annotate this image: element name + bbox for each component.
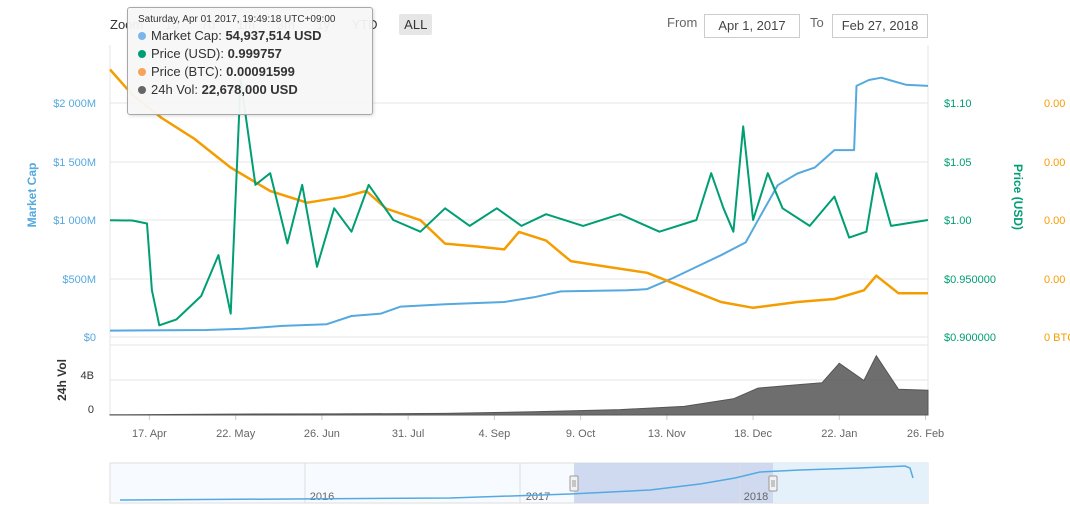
tooltip-label: Price (BTC) bbox=[151, 64, 219, 79]
series-dot-icon bbox=[138, 50, 146, 58]
x-tick-label: 13. Nov bbox=[648, 428, 686, 440]
market-cap-tick-label: $0 bbox=[84, 332, 96, 344]
from-label: From bbox=[667, 15, 698, 30]
tooltip-date: Saturday, Apr 01 2017, 19:49:18 UTC+09:0… bbox=[138, 14, 336, 25]
price-btc-tick-label: 0.00 bbox=[1044, 215, 1065, 227]
tooltip-value: 0.999757 bbox=[227, 46, 282, 61]
tooltip-label: Market Cap bbox=[151, 28, 219, 43]
tooltip-row-price-usd: Price (USD): 0.999757 bbox=[138, 45, 372, 62]
series-market-cap bbox=[109, 76, 929, 332]
to-date-input[interactable]: Feb 27, 2018 bbox=[832, 14, 928, 38]
price-btc-tick-label: 0.00 bbox=[1044, 98, 1065, 110]
series-dot-icon bbox=[138, 86, 146, 94]
volume-tick-label: 4B bbox=[81, 370, 94, 382]
market-cap-tick-label: $1 500M bbox=[53, 157, 96, 169]
price-usd-axis-title: Price (USD) bbox=[1011, 164, 1025, 230]
to-label: To bbox=[810, 15, 824, 30]
navigator-left-handle[interactable] bbox=[569, 475, 579, 492]
series-price-btc bbox=[109, 68, 928, 310]
x-tick-label: 22. Jan bbox=[821, 428, 857, 440]
x-tick-label: 17. Apr bbox=[132, 428, 167, 440]
from-date-input[interactable]: Apr 1, 2017 bbox=[704, 14, 800, 38]
x-tick-label: 4. Sep bbox=[478, 428, 510, 440]
navigator-year-label: 2016 bbox=[310, 491, 334, 503]
zoom-all-button[interactable]: ALL bbox=[399, 14, 433, 35]
x-tick-label: 22. May bbox=[216, 428, 256, 440]
x-tick-label: 31. Jul bbox=[392, 428, 424, 440]
tooltip-row-market-cap: Market Cap: 54,937,514 USD bbox=[138, 27, 372, 44]
series-price-usd bbox=[109, 78, 929, 327]
tooltip-label: 24h Vol bbox=[151, 82, 195, 97]
navigator-year-label: 2017 bbox=[526, 491, 550, 503]
x-tick-label: 26. Feb bbox=[907, 428, 944, 440]
navigator-series bbox=[119, 465, 914, 501]
x-tick-label: 18. Dec bbox=[734, 428, 772, 440]
price-usd-tick-label: $0.900000 bbox=[944, 332, 996, 344]
tooltip-value: 54,937,514 USD bbox=[225, 28, 322, 43]
series-dot-icon bbox=[138, 32, 146, 40]
tooltip-value: 22,678,000 USD bbox=[201, 82, 298, 97]
price-usd-tick-label: $1.00 bbox=[944, 215, 972, 227]
volume-tick-label: 0 bbox=[88, 404, 94, 416]
volume-axis-title: 24h Vol bbox=[55, 359, 69, 401]
price-usd-tick-label: $1.10 bbox=[944, 98, 972, 110]
market-cap-tick-label: $2 000M bbox=[53, 98, 96, 110]
market-cap-axis-title: Market Cap bbox=[25, 163, 39, 228]
navigator-right-handle[interactable] bbox=[768, 475, 778, 492]
chart-tooltip: Saturday, Apr 01 2017, 19:49:18 UTC+09:0… bbox=[127, 7, 373, 115]
series-dot-icon bbox=[138, 68, 146, 76]
market-cap-tick-label: $500M bbox=[62, 274, 96, 286]
price-usd-tick-label: $1.05 bbox=[944, 157, 972, 169]
series-24h-vol bbox=[109, 354, 929, 416]
price-btc-tick-label: 0.00 bbox=[1044, 274, 1065, 286]
price-btc-tick-label: 0.00 bbox=[1044, 157, 1065, 169]
price-usd-tick-label: $0.950000 bbox=[944, 274, 996, 286]
tooltip-value: 0.00091599 bbox=[226, 64, 295, 79]
navigator-year-label: 2018 bbox=[744, 491, 768, 503]
price-btc-tick-label: 0 BTC bbox=[1044, 332, 1070, 344]
tooltip-row-volume: 24h Vol: 22,678,000 USD bbox=[138, 81, 372, 98]
x-tick-label: 9. Oct bbox=[566, 428, 595, 440]
tooltip-row-price-btc: Price (BTC): 0.00091599 bbox=[138, 63, 372, 80]
tooltip-label: Price (USD) bbox=[151, 46, 221, 61]
market-cap-tick-label: $1 000M bbox=[53, 215, 96, 227]
x-tick-label: 26. Jun bbox=[304, 428, 340, 440]
